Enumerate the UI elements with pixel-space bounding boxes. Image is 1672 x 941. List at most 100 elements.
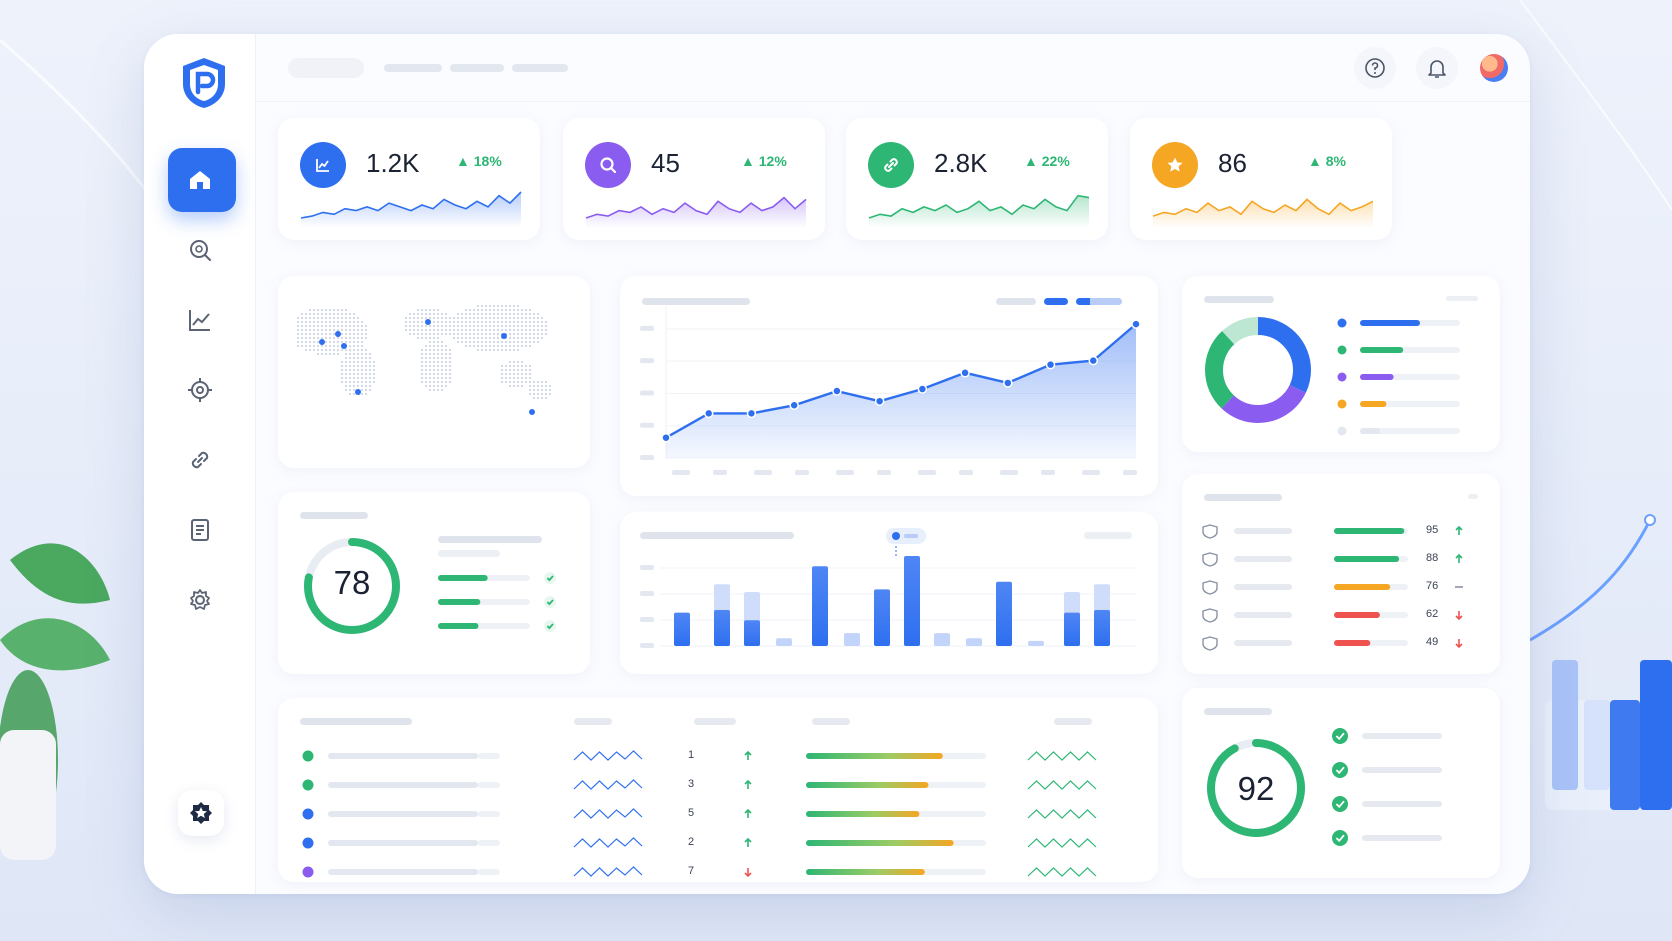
line-point[interactable] [746,408,757,419]
column-header[interactable] [1054,718,1092,725]
breadcrumb-item[interactable] [450,64,504,72]
kpi-card[interactable]: 45 ▲ 12% [563,118,825,240]
map-marker[interactable] [319,339,325,345]
x-tick-label [1123,470,1137,475]
line-point[interactable] [1088,355,1099,366]
donut-chart [1205,317,1460,436]
map-marker[interactable] [341,343,347,349]
map-marker[interactable] [501,333,507,339]
nav-item-settings[interactable] [144,568,256,632]
line-point[interactable] [1003,378,1013,388]
ranking-row[interactable]: 49 [1182,634,1500,652]
chart-menu[interactable] [1084,532,1132,539]
world-map-card [278,276,590,468]
line-point[interactable] [874,396,885,406]
kpi-card[interactable]: 86 ▲ 8% [1130,118,1392,240]
line-point[interactable] [789,400,799,411]
check-icon [544,596,556,608]
bar[interactable] [1064,612,1080,646]
legend-item[interactable] [1044,298,1068,305]
ranking-row[interactable]: 95 [1182,522,1500,540]
row-rank: 5 [688,807,695,819]
donut-card [1182,276,1500,452]
map-marker[interactable] [335,331,341,337]
column-header[interactable] [694,718,736,725]
map-marker[interactable] [529,409,535,415]
bar[interactable] [1094,610,1110,646]
donut-segment[interactable] [1205,317,1311,423]
column-header[interactable] [812,718,850,725]
line-point[interactable] [917,384,928,394]
bar[interactable] [996,581,1012,646]
table-row[interactable]: 2 [278,833,1158,853]
more-dots[interactable] [1446,296,1478,301]
kpi-value: 1.2K [366,148,420,178]
row-rank: 7 [688,865,695,877]
avatar[interactable] [1480,54,1508,82]
x-tick-label [1000,470,1018,475]
line-point[interactable] [661,432,671,443]
bar[interactable] [934,633,950,646]
premium-badge-button[interactable] [178,790,224,836]
score-label [438,536,542,543]
ranking-row[interactable]: 62 [1182,606,1500,624]
x-tick-label [918,470,936,475]
x-tick-label [795,470,809,475]
donut-segment[interactable] [1205,317,1311,423]
nav-item-analytics[interactable] [144,288,256,352]
ring-progress [1207,739,1305,837]
bar[interactable] [776,638,792,646]
line-point[interactable] [832,386,842,396]
row-rank: 3 [688,778,695,790]
bar[interactable] [1028,640,1044,646]
bar[interactable] [812,566,828,646]
nav-item-home[interactable] [144,148,256,212]
bar-chart-card [620,512,1158,674]
nav-item-search[interactable] [144,218,256,282]
bar[interactable] [744,620,760,646]
home-icon [190,171,210,189]
bar[interactable] [874,589,890,646]
table-row[interactable]: 7 [278,862,1158,882]
bar[interactable] [714,610,730,646]
nav-item-reports[interactable] [144,498,256,562]
line-point[interactable] [960,368,970,378]
link-icon [191,451,209,469]
table-row[interactable]: 1 [278,746,1158,766]
column-header[interactable] [574,718,612,725]
nav-item-target[interactable] [144,358,256,422]
donut-segment[interactable] [1205,317,1311,423]
line-point[interactable] [1045,359,1056,370]
bar[interactable] [966,638,982,646]
breadcrumb-home[interactable] [288,58,364,78]
legend-item[interactable] [996,298,1036,305]
breadcrumb-item[interactable] [384,64,442,72]
kpi-card[interactable]: 2.8K ▲ 22% [846,118,1108,240]
map-marker[interactable] [355,389,361,395]
bar[interactable] [844,633,860,646]
map-marker[interactable] [425,319,431,325]
sparkline [868,194,1090,228]
y-tick-label [640,390,654,396]
bar[interactable] [904,556,920,646]
notifications-button[interactable] [1416,47,1458,89]
kpi-value: 2.8K [934,148,988,178]
nav-item-links[interactable] [144,428,256,492]
line-point[interactable] [703,408,714,419]
breadcrumb-item[interactable] [512,64,568,72]
health-score-card: 92 [1182,688,1500,878]
bar[interactable] [674,612,690,646]
table-row[interactable]: 5 [278,804,1158,824]
kpi-card[interactable]: 1.2K ▲ 18% [278,118,540,240]
check-icon [1332,762,1348,778]
donut-title [1204,296,1274,303]
x-tick-label [836,470,854,475]
line-point[interactable] [1131,319,1141,329]
ranking-row[interactable]: 88 [1182,550,1500,568]
legend-item[interactable] [1076,298,1122,305]
more-dots[interactable] [1468,494,1478,499]
legend-bar [1360,428,1380,434]
ranking-row[interactable]: 76 [1182,578,1500,596]
table-row[interactable]: 3 [278,775,1158,795]
help-button[interactable] [1354,47,1396,89]
